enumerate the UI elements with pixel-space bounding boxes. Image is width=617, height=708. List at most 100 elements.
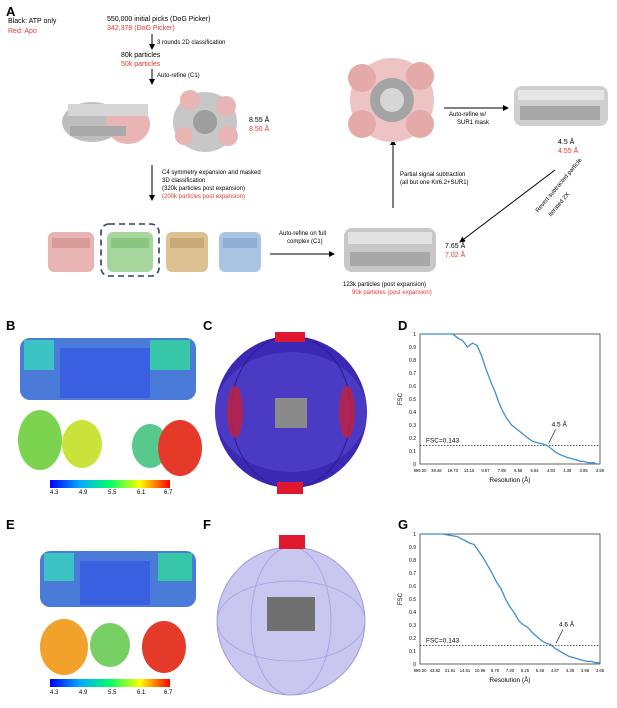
- plot-frame: [419, 533, 601, 665]
- class-selection-box: [100, 223, 160, 277]
- map-sur1-focused: [514, 86, 608, 126]
- panel-a-graphics: [48, 34, 608, 277]
- res3-red: 4.55 Å: [558, 148, 579, 155]
- map-top-view: [348, 58, 434, 142]
- annotation-arrow: [555, 629, 564, 644]
- colorbar-b-tick-1: 4.9: [79, 490, 88, 496]
- colorbar-e-tick-0: 4.3: [50, 690, 59, 696]
- colorbar-e-tick-3: 6.1: [137, 690, 146, 696]
- y-tick-label: 0.8: [409, 558, 416, 564]
- map-initial-2: [173, 90, 238, 152]
- y-tick-label: 0.3: [409, 423, 416, 429]
- map-full-complex: [344, 228, 436, 272]
- res1-black: 8.55 Å: [249, 117, 270, 124]
- colorbar-e-tick-4: 6.7: [164, 690, 173, 696]
- resolution-annotation: 4.6 Å: [559, 619, 575, 628]
- legend-red: Red: Apo: [8, 28, 37, 35]
- colorbar-e-tick-2: 5.5: [108, 690, 117, 696]
- fsc-curve: [420, 333, 600, 465]
- x-axis-label: Resolution (Å): [489, 675, 530, 684]
- panel-letter-a: A: [6, 4, 16, 19]
- x-tick-label: 6.26: [521, 668, 530, 673]
- x-tick-label: 999.00: [414, 668, 427, 673]
- arrow-revert: [459, 169, 556, 243]
- y-tick-label: 0.5: [409, 597, 416, 603]
- class-map-tan: [166, 232, 208, 272]
- flow-picks-red: 342,378 (DoG Picker): [107, 25, 175, 32]
- y-tick-label: 0.7: [409, 371, 416, 377]
- x-tick-label: 4.38: [566, 668, 575, 673]
- x-axis-label: Resolution (Å): [489, 475, 530, 484]
- colorbar-b-tick-4: 6.7: [164, 490, 173, 496]
- threshold-label: FSC=0.143: [426, 637, 459, 644]
- x-tick-label: 3.65: [596, 668, 605, 673]
- panel-letter-b: B: [6, 318, 16, 333]
- res1-red: 8.50 Å: [249, 126, 270, 133]
- x-tick-label: 3.59: [596, 468, 605, 473]
- x-tick-label: 7.89: [498, 468, 507, 473]
- x-tick-label: 3.95: [580, 468, 589, 473]
- y-tick-label: 0: [413, 662, 416, 668]
- c4-line3: (320k particles post expansion): [162, 186, 246, 192]
- x-tick-label: 8.76: [491, 668, 500, 673]
- local-resolution-map-b: [18, 338, 202, 488]
- colorbar-b-tick-3: 6.1: [137, 490, 146, 496]
- c4-line2: 3D classification: [162, 178, 206, 184]
- x-tick-label: 4.38: [563, 468, 572, 473]
- class-map-blue: [219, 232, 261, 272]
- y-tick-label: 0.4: [409, 410, 416, 416]
- resolution-annotation: 4.5 Å: [552, 419, 568, 428]
- panel-letter-f: F: [203, 517, 211, 532]
- class-map-green: [107, 232, 153, 272]
- threshold-label: FSC=0.143: [426, 437, 459, 444]
- y-tick-label: 0.6: [409, 584, 416, 590]
- y-axis-label: FSC: [398, 592, 404, 605]
- partial-1: Partial signal subtraction: [400, 172, 466, 178]
- x-tick-label: 13.15: [464, 468, 475, 473]
- x-tick-label: 6.58: [514, 468, 523, 473]
- plot-frame: [419, 333, 601, 465]
- y-tick-label: 0: [413, 462, 416, 468]
- angular-distribution-f: [216, 535, 366, 696]
- y-tick-label: 0.4: [409, 610, 416, 616]
- c4-line1: C4 symmetry expansion and masked: [162, 170, 261, 176]
- res3-black: 4.5 Å: [558, 139, 575, 146]
- count-black: 123k particles (post expansion): [343, 282, 427, 288]
- y-tick-label: 1: [413, 532, 416, 538]
- y-tick-label: 0.2: [409, 636, 416, 642]
- y-tick-label: 0.2: [409, 436, 416, 442]
- flow-particles-red: 50k particles: [121, 61, 161, 68]
- flow-picks-black: 550,000 initial picks (DoG Picker): [107, 16, 211, 23]
- y-tick-label: 0.9: [409, 545, 416, 551]
- count-red: 90k particles (post expansion): [352, 290, 432, 296]
- y-tick-label: 1: [413, 332, 416, 338]
- y-tick-label: 0.5: [409, 397, 416, 403]
- x-tick-label: 39.46: [431, 468, 442, 473]
- x-tick-label: 43.82: [430, 668, 441, 673]
- x-tick-label: 4.87: [551, 668, 560, 673]
- fsc-curve: [420, 533, 600, 664]
- panel-letter-d: D: [398, 318, 408, 333]
- angular-distribution-c: [215, 332, 367, 494]
- colorbar-e-tick-1: 4.9: [79, 690, 88, 696]
- panel-letter-c: C: [203, 318, 213, 333]
- annotation-arrow: [548, 429, 556, 444]
- c4-red: (200k particles post expansion): [162, 194, 246, 200]
- map-initial-1: [62, 102, 150, 144]
- legend-black: Black: ATP only: [8, 18, 57, 25]
- x-tick-label: 5.48: [536, 668, 545, 673]
- colorbar-b-tick-0: 4.3: [50, 490, 59, 496]
- y-tick-label: 0.3: [409, 623, 416, 629]
- partial-2: (all but one Kir6.2+SUR1): [400, 180, 469, 186]
- x-tick-label: 21.91: [445, 668, 456, 673]
- y-tick-label: 0.1: [409, 449, 416, 455]
- x-tick-label: 9.87: [481, 468, 490, 473]
- panel-letter-g: G: [398, 517, 409, 532]
- x-tick-label: 3.98: [581, 668, 590, 673]
- class-map-pink: [48, 232, 94, 272]
- autorefine-full-1: Auto-refine on full: [279, 231, 327, 237]
- x-tick-label: 999.00: [414, 468, 427, 473]
- flow-particles-black: 80k particles: [121, 52, 161, 59]
